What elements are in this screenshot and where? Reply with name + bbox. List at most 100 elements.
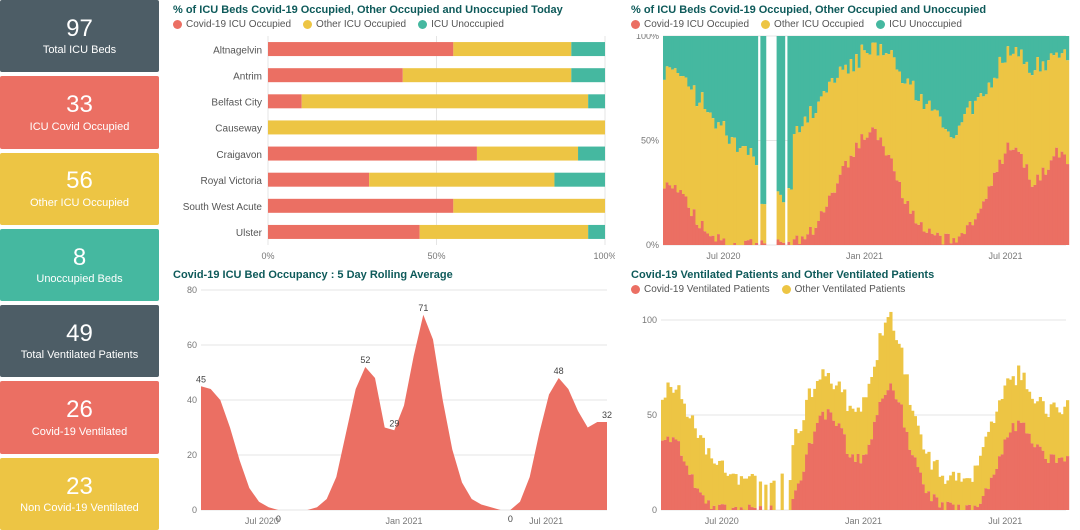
- chart-legend: Covid-19 ICU Occupied Other ICU Occupied I…: [173, 19, 615, 30]
- chart-legend: Covid-19 ICU Occupied Other ICU Occupied I…: [631, 19, 1072, 30]
- kpi-value: 97: [66, 16, 93, 42]
- svg-text:Jul 2021: Jul 2021: [529, 516, 563, 526]
- svg-text:0: 0: [652, 505, 657, 515]
- svg-text:Jul 2021: Jul 2021: [989, 251, 1023, 261]
- chart-body: 0% 50% 100% Jul 2020 Jan 2021 Jul 2021: [631, 34, 1072, 263]
- svg-text:20: 20: [187, 450, 197, 460]
- legend-item: Other ICU Occupied: [761, 19, 864, 30]
- legend-swatch: [173, 20, 182, 29]
- svg-text:80: 80: [187, 285, 197, 295]
- svg-text:100%: 100%: [593, 251, 615, 261]
- panel-rolling-area: Covid-19 ICU Bed Occupancy : 5 Day Rolli…: [165, 265, 623, 530]
- svg-text:40: 40: [187, 395, 197, 405]
- kpi-card: 8 Unoccupied Beds: [0, 229, 159, 301]
- svg-text:0%: 0%: [646, 240, 659, 250]
- legend-label: Covid-19 ICU Occupied: [186, 19, 291, 30]
- chart-title: Covid-19 Ventilated Patients and Other V…: [631, 269, 1072, 281]
- kpi-value: 26: [66, 397, 93, 423]
- kpi-label: Non Covid-19 Ventilated: [20, 502, 139, 514]
- kpi-value: 8: [73, 245, 86, 271]
- svg-text:Jan 2021: Jan 2021: [846, 251, 883, 261]
- svg-text:Royal Victoria: Royal Victoria: [200, 176, 262, 187]
- kpi-value: 23: [66, 474, 93, 500]
- legend-swatch: [303, 20, 312, 29]
- svg-text:60: 60: [187, 340, 197, 350]
- svg-text:Jul 2020: Jul 2020: [245, 516, 279, 526]
- svg-text:Jan 2021: Jan 2021: [845, 516, 882, 526]
- legend-swatch: [631, 20, 640, 29]
- chart-body: 0% 50% 100% Altnagelvin Antrim Belfast City Ca…: [173, 34, 615, 263]
- kpi-label: Total ICU Beds: [43, 44, 116, 56]
- kpi-column: 97 Total ICU Beds 33 ICU Covid Occupied 56 Ot…: [0, 0, 165, 530]
- legend-item: ICU Unoccupied: [876, 19, 962, 30]
- svg-text:Antrim: Antrim: [233, 71, 262, 82]
- legend-swatch: [631, 285, 640, 294]
- kpi-card: 56 Other ICU Occupied: [0, 153, 159, 225]
- svg-text:0%: 0%: [261, 251, 274, 261]
- legend-label: Other ICU Occupied: [316, 19, 406, 30]
- svg-text:100: 100: [642, 315, 657, 325]
- legend-item: Covid-19 ICU Occupied: [173, 19, 291, 30]
- chart-body: 02040608045052297104832Jul 2020Jan 2021J…: [173, 284, 615, 528]
- panel-ventilated: Covid-19 Ventilated Patients and Other V…: [623, 265, 1080, 530]
- charts-grid: % of ICU Beds Covid-19 Occupied, Other O…: [165, 0, 1080, 530]
- svg-text:50%: 50%: [641, 136, 659, 146]
- svg-text:Jul 2021: Jul 2021: [988, 516, 1022, 526]
- dashboard-root: 97 Total ICU Beds 33 ICU Covid Occupied 56 Ot…: [0, 0, 1080, 530]
- legend-label: Other Ventilated Patients: [795, 284, 906, 295]
- chart-legend: Covid-19 Ventilated Patients Other Ventil…: [631, 284, 1072, 295]
- svg-text:32: 32: [602, 410, 612, 420]
- kpi-value: 49: [66, 321, 93, 347]
- legend-swatch: [761, 20, 770, 29]
- svg-text:50%: 50%: [427, 251, 445, 261]
- kpi-card: 26 Covid-19 Ventilated: [0, 381, 159, 453]
- legend-item: Covid-19 ICU Occupied: [631, 19, 749, 30]
- svg-text:Altnagelvin: Altnagelvin: [213, 45, 262, 56]
- kpi-card: 49 Total Ventilated Patients: [0, 305, 159, 377]
- svg-text:Jan 2021: Jan 2021: [385, 516, 422, 526]
- chart-title: % of ICU Beds Covid-19 Occupied, Other O…: [173, 4, 615, 16]
- legend-swatch: [782, 285, 791, 294]
- legend-item: ICU Unoccupied: [418, 19, 504, 30]
- legend-swatch: [876, 20, 885, 29]
- svg-text:71: 71: [418, 303, 428, 313]
- kpi-label: Other ICU Occupied: [30, 197, 129, 209]
- panel-stacked-area-pct: % of ICU Beds Covid-19 Occupied, Other O…: [623, 0, 1080, 265]
- chart-title: % of ICU Beds Covid-19 Occupied, Other O…: [631, 4, 1072, 16]
- kpi-label: Unoccupied Beds: [36, 273, 122, 285]
- svg-text:Jul 2020: Jul 2020: [705, 516, 739, 526]
- svg-text:100%: 100%: [636, 34, 659, 41]
- kpi-value: 33: [66, 92, 93, 118]
- kpi-value: 56: [66, 168, 93, 194]
- legend-item: Covid-19 Ventilated Patients: [631, 284, 770, 295]
- legend-label: ICU Unoccupied: [889, 19, 962, 30]
- chart-title: Covid-19 ICU Bed Occupancy : 5 Day Rolli…: [173, 269, 615, 281]
- kpi-card: 23 Non Covid-19 Ventilated: [0, 458, 159, 530]
- legend-label: Covid-19 ICU Occupied: [644, 19, 749, 30]
- kpi-card: 97 Total ICU Beds: [0, 0, 159, 72]
- legend-label: Covid-19 Ventilated Patients: [644, 284, 770, 295]
- kpi-label: Total Ventilated Patients: [21, 349, 138, 361]
- legend-swatch: [418, 20, 427, 29]
- legend-label: Other ICU Occupied: [774, 19, 864, 30]
- svg-text:Craigavon: Craigavon: [216, 150, 262, 161]
- svg-text:Jul 2020: Jul 2020: [706, 251, 740, 261]
- panel-stacked-bars: % of ICU Beds Covid-19 Occupied, Other O…: [165, 0, 623, 265]
- svg-text:52: 52: [360, 355, 370, 365]
- kpi-label: Covid-19 Ventilated: [32, 426, 127, 438]
- svg-text:South West Acute: South West Acute: [183, 202, 263, 213]
- svg-text:Ulster: Ulster: [236, 228, 263, 239]
- svg-text:Belfast City: Belfast City: [211, 98, 262, 109]
- svg-text:48: 48: [554, 366, 564, 376]
- svg-text:Causeway: Causeway: [215, 124, 262, 135]
- svg-text:29: 29: [389, 418, 399, 428]
- legend-item: Other ICU Occupied: [303, 19, 406, 30]
- svg-text:0: 0: [192, 505, 197, 515]
- svg-text:45: 45: [196, 374, 206, 384]
- kpi-card: 33 ICU Covid Occupied: [0, 76, 159, 148]
- chart-body: 0 50 100 Jul 2020 Jan 2021 Jul 2021: [631, 299, 1072, 528]
- svg-text:50: 50: [647, 410, 657, 420]
- legend-item: Other Ventilated Patients: [782, 284, 906, 295]
- legend-label: ICU Unoccupied: [431, 19, 504, 30]
- kpi-label: ICU Covid Occupied: [30, 121, 130, 133]
